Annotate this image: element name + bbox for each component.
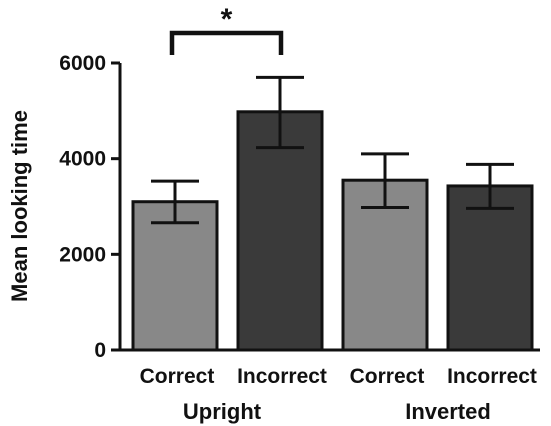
category-label: Incorrect <box>447 365 537 388</box>
bars <box>131 110 534 352</box>
significance-bracket-line <box>169 30 284 55</box>
category-label: Incorrect <box>237 365 327 388</box>
group-label: Upright <box>183 399 262 424</box>
y-tick-label: 2000 <box>59 243 106 266</box>
group-label: Inverted <box>405 399 491 424</box>
error-bars <box>151 75 514 225</box>
y-ticks: 0 2000 4000 6000 <box>59 52 120 362</box>
group-labels: Upright Inverted <box>183 399 491 424</box>
error-bar <box>256 75 304 150</box>
category-labels: Correct Incorrect Correct Incorrect <box>140 365 537 388</box>
category-label: Correct <box>140 365 215 388</box>
error-bar <box>361 152 409 209</box>
error-bar <box>466 162 514 210</box>
bar <box>446 184 534 352</box>
y-tick-label: 0 <box>94 339 106 362</box>
y-axis-title: Mean looking time <box>7 110 32 302</box>
significance-star: * <box>221 3 233 36</box>
bar <box>236 110 324 352</box>
significance-marker: * <box>169 3 284 55</box>
error-bar <box>151 179 199 225</box>
significance-bracket: * <box>169 3 284 55</box>
y-tick-label: 6000 <box>59 52 106 75</box>
y-tick-label: 4000 <box>59 148 106 171</box>
category-label: Correct <box>350 365 425 388</box>
